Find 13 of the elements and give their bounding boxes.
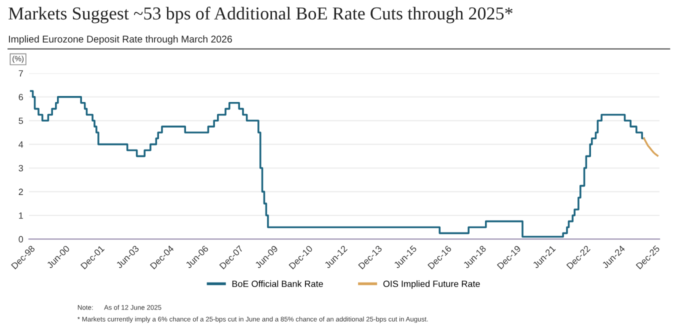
legend-label: OIS Implied Future Rate xyxy=(383,280,480,289)
y-tick-label: 4 xyxy=(18,141,24,148)
chart-title: Markets Suggest ~53 bps of Additional BoE Rate Cuts through 2025* xyxy=(8,6,512,24)
y-tick-label: 6 xyxy=(18,94,23,100)
legend-label: BoE Official Bank Rate xyxy=(232,280,323,288)
y-tick-label: 7 xyxy=(18,70,23,77)
y-tick-label: 3 xyxy=(18,164,23,172)
chart-subtitle: Implied Eurozone Deposit Rate through March 2026 xyxy=(8,35,232,44)
y-tick-label: 5 xyxy=(18,118,24,124)
line-series xyxy=(643,138,658,157)
y-tick-label: 0 xyxy=(18,236,24,242)
y-tick-label: 2 xyxy=(18,188,23,195)
y-tick-label: 1 xyxy=(19,212,23,219)
